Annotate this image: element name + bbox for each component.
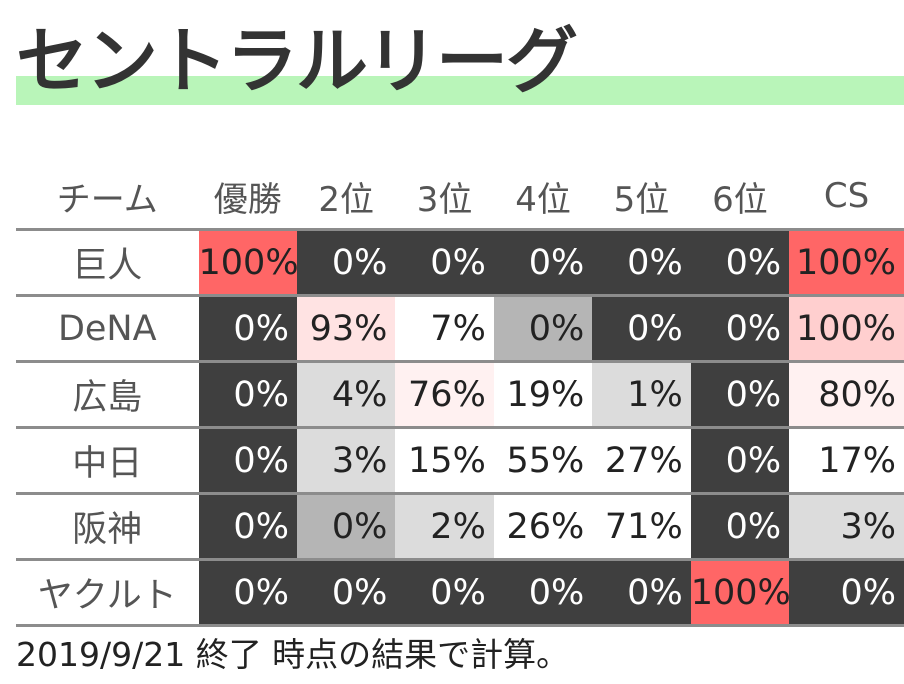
table-row: 巨人 100% 0% 0% 0% 0% 0% 100%	[16, 229, 904, 297]
probability-cell-champion: 0%	[198, 493, 297, 561]
table-header-row: チーム 優勝 2位 3位 4位 5位 6位 CS	[16, 164, 904, 231]
team-name-cell: 中日	[16, 427, 199, 495]
probability-cell-5th: 0%	[592, 229, 691, 297]
probability-cell-cs: 17%	[789, 427, 904, 495]
column-header-6th: 6位	[690, 164, 790, 231]
probability-cell-4th: 0%	[493, 295, 593, 363]
title-highlight-band	[16, 76, 904, 105]
probability-cell-cs: 100%	[789, 295, 904, 363]
title-area: セントラルリーグ	[0, 0, 904, 112]
probability-cell-2nd: 0%	[296, 559, 396, 627]
column-header-cs: CS	[789, 164, 904, 231]
probability-cell-4th: 0%	[493, 559, 593, 627]
probability-cell-5th: 0%	[592, 295, 691, 363]
probability-cell-5th: 0%	[592, 559, 691, 627]
probability-cell-5th: 1%	[592, 361, 691, 429]
table-row: ヤクルト 0% 0% 0% 0% 0% 100% 0%	[16, 559, 904, 627]
probability-cell-champion: 0%	[198, 427, 297, 495]
probability-cell-5th: 71%	[592, 493, 691, 561]
probability-cell-6th: 0%	[690, 361, 790, 429]
probability-cell-champion: 0%	[198, 559, 297, 627]
probability-cell-champion: 0%	[198, 295, 297, 363]
probability-cell-3rd: 7%	[395, 295, 494, 363]
column-header-2nd: 2位	[296, 164, 396, 231]
probability-cell-2nd: 0%	[296, 229, 396, 297]
column-header-3rd: 3位	[395, 164, 494, 231]
probability-cell-4th: 55%	[493, 427, 593, 495]
column-header-5th: 5位	[592, 164, 691, 231]
probability-cell-2nd: 93%	[296, 295, 396, 363]
table-row: DeNA 0% 93% 7% 0% 0% 0% 100%	[16, 295, 904, 363]
table-body: 巨人 100% 0% 0% 0% 0% 0% 100% DeNA 0% 93% 7% 0% 0% 0% 100…	[16, 229, 904, 627]
probability-cell-cs: 80%	[789, 361, 904, 429]
team-name-cell: 阪神	[16, 493, 199, 561]
probability-cell-6th: 0%	[690, 493, 790, 561]
probability-cell-3rd: 2%	[395, 493, 494, 561]
column-header-team: チーム	[16, 164, 199, 231]
probability-cell-2nd: 4%	[296, 361, 396, 429]
team-name-cell: 広島	[16, 361, 199, 429]
probability-cell-2nd: 0%	[296, 493, 396, 561]
team-name-cell: ヤクルト	[16, 559, 199, 627]
table-row: 阪神 0% 0% 2% 26% 71% 0% 3%	[16, 493, 904, 561]
probability-cell-5th: 27%	[592, 427, 691, 495]
probability-cell-cs: 0%	[789, 559, 904, 627]
probability-cell-4th: 0%	[493, 229, 593, 297]
page-title: セントラルリーグ	[16, 19, 578, 103]
probability-cell-6th: 100%	[690, 559, 791, 627]
table-row: 中日 0% 3% 15% 55% 27% 0% 17%	[16, 427, 904, 495]
probability-cell-champion: 100%	[198, 229, 299, 297]
standings-probability-table: チーム 優勝 2位 3位 4位 5位 6位 CS 巨人 100% 0% 0% 0% 0% 0…	[16, 164, 904, 627]
team-name-cell: 巨人	[16, 229, 199, 297]
probability-cell-champion: 0%	[198, 361, 297, 429]
team-name-cell: DeNA	[16, 295, 199, 363]
probability-cell-3rd: 0%	[395, 229, 494, 297]
probability-cell-3rd: 0%	[395, 559, 494, 627]
column-header-champion: 優勝	[198, 164, 297, 231]
probability-cell-4th: 26%	[493, 493, 593, 561]
probability-cell-6th: 0%	[690, 427, 790, 495]
probability-cell-6th: 0%	[690, 295, 790, 363]
probability-cell-6th: 0%	[690, 229, 790, 297]
probability-cell-cs: 3%	[789, 493, 904, 561]
calculation-footnote: 2019/9/21 終了 時点の結果で計算。	[16, 635, 570, 674]
probability-cell-cs: 100%	[789, 229, 904, 297]
probability-cell-3rd: 15%	[395, 427, 494, 495]
probability-cell-4th: 19%	[493, 361, 593, 429]
probability-cell-3rd: 76%	[395, 361, 494, 429]
table-row: 広島 0% 4% 76% 19% 1% 0% 80%	[16, 361, 904, 429]
column-header-4th: 4位	[493, 164, 593, 231]
probability-cell-2nd: 3%	[296, 427, 396, 495]
